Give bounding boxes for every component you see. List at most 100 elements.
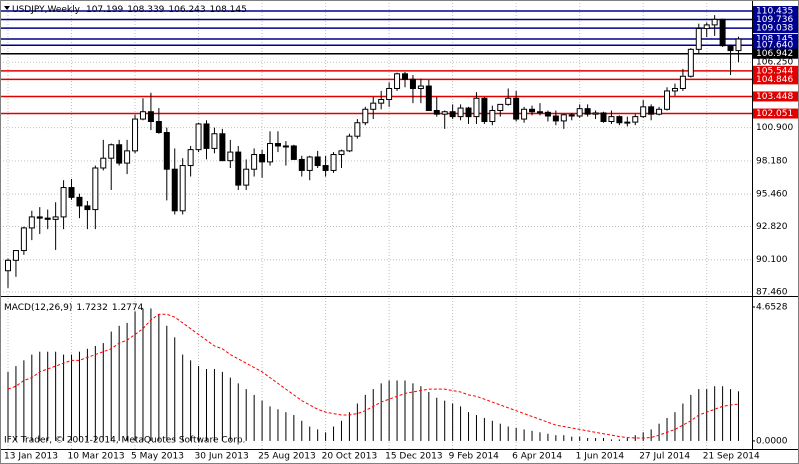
- x-tick-label: 1 Jun 2014: [576, 452, 625, 462]
- price-level-label: 103.448: [756, 92, 793, 102]
- candle-body: [84, 205, 91, 211]
- price-level-box: [753, 34, 798, 45]
- y-tick-label: 92.820: [756, 222, 788, 232]
- candle-body: [370, 102, 377, 110]
- y-tick-label: 98.180: [756, 156, 788, 166]
- candle-body: [425, 85, 432, 112]
- candle-body: [632, 116, 639, 123]
- y-tick-label: 106.250: [756, 58, 793, 68]
- candle-body: [290, 145, 297, 160]
- price-level-box: [753, 91, 798, 102]
- candle-body: [449, 111, 456, 118]
- candle-body: [664, 90, 671, 110]
- price-level-box: [753, 48, 798, 59]
- candle-body: [695, 28, 702, 50]
- candle-body: [108, 144, 115, 159]
- price-level-box: [753, 6, 798, 17]
- candle-body: [354, 122, 361, 137]
- y-tick-label: 100.900: [756, 123, 793, 133]
- candle-body: [132, 118, 139, 152]
- candle-body: [386, 87, 393, 100]
- price-level-label: 104.846: [756, 75, 793, 85]
- candle-body: [402, 73, 408, 80]
- price-level-label: 108.145: [756, 35, 793, 45]
- candle-body: [735, 38, 742, 52]
- candle-body: [60, 187, 67, 218]
- candle-body: [306, 156, 313, 171]
- candle-body: [68, 187, 75, 198]
- price-level-label: 106.942: [756, 49, 793, 59]
- symbol-title: USDJPY,Weekly: [12, 5, 81, 15]
- macd-pane: [7, 298, 739, 449]
- candle-body: [314, 156, 321, 167]
- candle-body: [36, 216, 43, 219]
- candle-body: [608, 116, 615, 123]
- candle-body: [139, 111, 146, 120]
- candle-body: [727, 45, 734, 52]
- candle-body: [473, 97, 480, 118]
- price-level-label: 110.435: [756, 7, 793, 17]
- candle-body: [235, 151, 242, 186]
- candle-body: [211, 133, 218, 149]
- x-tick-label: 5 May 2013: [131, 452, 184, 462]
- candle-body: [417, 85, 424, 89]
- price-pane: [0, 3, 752, 295]
- low-price: 106.243: [168, 5, 205, 15]
- price-level-label: 105.544: [756, 66, 793, 76]
- high-price: 108.339: [127, 5, 164, 15]
- candle-body: [687, 48, 694, 77]
- candle-body: [521, 108, 528, 120]
- x-tick-label: 27 Jul 2014: [639, 452, 690, 462]
- candle-body: [671, 87, 678, 92]
- candle-body: [640, 106, 647, 118]
- x-tick-label: 15 Dec 2013: [385, 452, 443, 462]
- x-tick-label: 9 Feb 2014: [449, 452, 500, 462]
- candle-body: [703, 24, 710, 30]
- candle-body: [259, 154, 266, 163]
- signal-value: 1.2774: [112, 303, 144, 313]
- x-tick-label: 20 Oct 2013: [322, 452, 378, 462]
- candle-body: [679, 75, 686, 89]
- candle-body: [100, 157, 107, 169]
- copyright: IFX Trader, © 2001-2014, MetaQuotes Soft…: [4, 436, 245, 446]
- candle-body: [536, 111, 543, 114]
- close-price: 108.145: [210, 5, 247, 15]
- candle-body: [489, 110, 496, 123]
- candle-body: [5, 259, 11, 272]
- price-level-box: [753, 14, 798, 25]
- price-level-box: [753, 74, 798, 85]
- candle-body: [394, 73, 401, 89]
- y-tick-label: 90.100: [756, 255, 788, 265]
- signal-line: [7, 313, 739, 439]
- candle-body: [203, 123, 210, 149]
- collapse-icon[interactable]: [4, 6, 10, 10]
- y-tick-label: 4.6528: [756, 302, 788, 312]
- candle-body: [147, 111, 154, 123]
- price-level-box: [753, 40, 798, 51]
- candle-body: [298, 158, 305, 171]
- candle-body: [441, 111, 448, 115]
- candle-body: [282, 145, 289, 148]
- macd-header: MACD(12,26,9) 1.7232 1.2774: [4, 303, 144, 313]
- candle-body: [616, 116, 623, 124]
- candle-body: [552, 115, 559, 122]
- candle-body: [409, 78, 416, 89]
- candle-body: [711, 18, 718, 26]
- x-tick-label: 21 Sep 2014: [703, 452, 760, 462]
- macd-value: 1.7232: [76, 303, 108, 313]
- candle-body: [155, 121, 162, 134]
- candle-body: [76, 196, 83, 207]
- macd-title: MACD(12,26,9): [4, 303, 72, 313]
- price-level-box: [753, 65, 798, 76]
- candle-body: [568, 114, 575, 117]
- y-tick-label: 87.460: [756, 288, 788, 298]
- open-price: 107.199: [86, 5, 123, 15]
- candle-body: [378, 98, 385, 104]
- candle-body: [433, 110, 440, 115]
- y-tick-label: 95.460: [756, 190, 788, 200]
- candle-body: [20, 227, 27, 252]
- candle-body: [600, 112, 607, 123]
- candle-body: [171, 168, 178, 212]
- chart-header: USDJPY,Weekly 107.199 108.339 106.243 108.14…: [12, 5, 247, 15]
